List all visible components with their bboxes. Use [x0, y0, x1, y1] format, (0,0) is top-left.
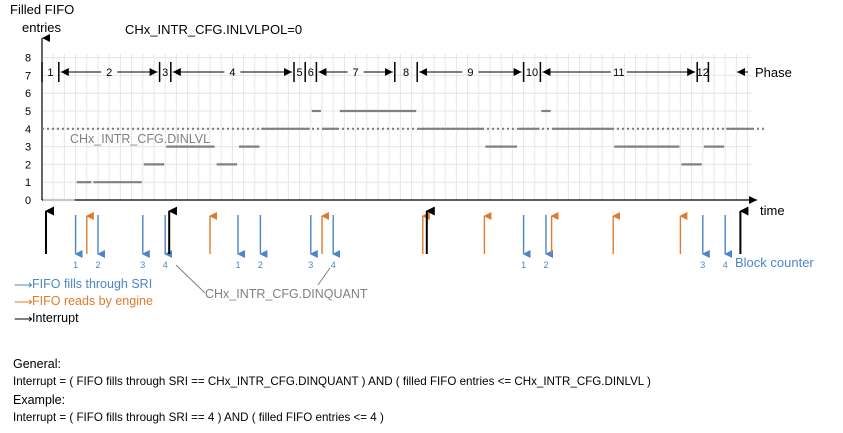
phase-label-9: 9 [467, 67, 473, 79]
chart-grid [41, 54, 752, 201]
y-tick-label: 6 [25, 88, 31, 100]
y-tick-label: 2 [25, 159, 31, 171]
legend-interrupt-label: Interrupt [32, 311, 79, 325]
block-count-label: 4 [163, 260, 168, 270]
y-axis-label-line2: entries [22, 20, 62, 35]
chart-title: CHx_INTR_CFG.INLVLPOL=0 [125, 22, 303, 37]
block-count-label: 3 [700, 260, 705, 270]
event-arrows: 1 2 3 4 1 2 3 4 1 2 3 4 [45, 206, 749, 294]
general-heading: General: [13, 357, 61, 371]
phase-label-12: 12 [697, 67, 709, 79]
phase-label-3: 3 [162, 67, 168, 79]
x-axis-label: time [760, 203, 785, 218]
block-count-label: 3 [140, 260, 145, 270]
phase-label-7: 7 [353, 67, 359, 79]
level-series [43, 109, 753, 202]
example-heading: Example: [13, 393, 66, 407]
phase-bar: 1 2 3 4 5 6 7 8 9 10 11 12 [41, 62, 748, 82]
dinquant-pointer [317, 267, 331, 286]
phase-label-4: 4 [229, 67, 235, 79]
phase-label-2: 2 [106, 67, 112, 79]
interrupt-arrow-icon: ⟶ [14, 311, 33, 326]
block-count-label: 1 [235, 260, 240, 270]
block-count-label: 4 [723, 260, 728, 270]
dinlvl-label: CHx_INTR_CFG.DINLVL [70, 132, 211, 146]
phase-label-10: 10 [526, 67, 538, 79]
block-count-label: 4 [331, 260, 336, 270]
phase-label-8: 8 [403, 67, 409, 79]
y-tick-label: 3 [25, 142, 31, 154]
block-count-label: 2 [258, 260, 263, 270]
y-axis-label-line1: Filled FIFO [10, 2, 75, 17]
example-formula: Interrupt = ( FIFO fills through SRI == … [13, 411, 384, 424]
block-count-label: 2 [543, 260, 548, 270]
y-tick-label: 4 [25, 124, 31, 136]
dinquant-pointer [175, 264, 206, 294]
engine-arrow-icon: ⟶ [14, 294, 33, 309]
block-count-label: 3 [308, 260, 313, 270]
y-tick-label: 7 [25, 70, 31, 82]
dinquant-label: CHx_INTR_CFG.DINQUANT [205, 287, 368, 301]
sri-arrow-icon: ⟶ [14, 277, 33, 292]
block-counter-label: Block counter [735, 255, 814, 270]
legend-sri-label: FIFO fills through SRI [32, 277, 153, 291]
general-formula: Interrupt = ( FIFO fills through SRI == … [13, 375, 651, 388]
phase-label: Phase [755, 65, 792, 80]
y-tick-label: 8 [25, 53, 31, 65]
y-tick-label: 0 [25, 195, 31, 207]
y-tick-label: 1 [25, 177, 31, 189]
legend-engine-label: FIFO reads by engine [32, 294, 153, 308]
phase-label-11: 11 [613, 67, 624, 79]
block-count-label: 1 [73, 260, 78, 270]
y-tick-label: 5 [25, 106, 31, 118]
block-count-label: 2 [95, 260, 100, 270]
block-count-label: 1 [521, 260, 526, 270]
phase-label-6: 6 [308, 67, 314, 79]
phase-label-5: 5 [297, 67, 303, 79]
phase-label-1: 1 [47, 67, 53, 79]
